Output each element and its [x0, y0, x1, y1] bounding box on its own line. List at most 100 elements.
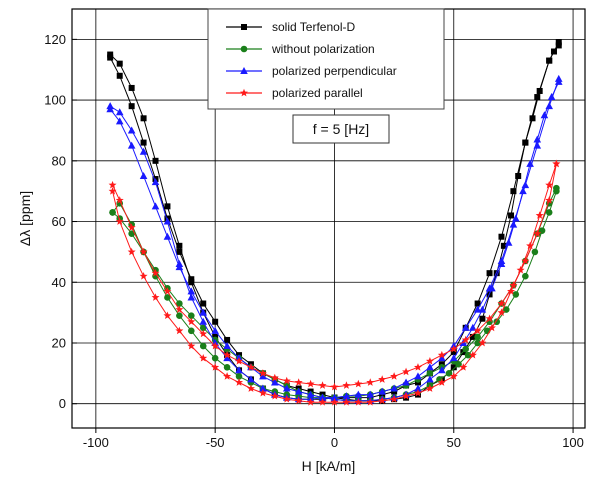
data-point [294, 378, 303, 386]
data-point [521, 181, 530, 189]
data-point [354, 379, 363, 388]
data-point [175, 263, 184, 271]
data-point [163, 217, 172, 225]
data-point [508, 212, 515, 219]
data-point [235, 373, 243, 380]
data-point [127, 126, 136, 134]
data-point [235, 378, 244, 386]
data-point [366, 378, 375, 386]
data-point [109, 209, 116, 216]
data-point [115, 117, 124, 125]
data-point [342, 397, 351, 406]
data-point [128, 230, 135, 237]
data-point [366, 397, 375, 406]
x-axis-title: H [kA/m] [302, 458, 356, 474]
data-point [486, 270, 493, 277]
data-point [246, 363, 255, 371]
data-point [547, 93, 556, 101]
data-point [140, 115, 147, 122]
tick-labels: 0 20 40 60 80 100 120 -100 -50 0 50 100 [44, 32, 584, 450]
data-point [540, 111, 549, 119]
y-tick-label: 0 [59, 396, 66, 411]
data-point [188, 276, 195, 283]
data-point [500, 242, 507, 249]
data-point [455, 360, 462, 368]
data-point [163, 232, 172, 240]
data-point [127, 247, 136, 256]
data-point [211, 363, 220, 371]
data-point [139, 271, 148, 280]
y-tick-label: 100 [44, 93, 66, 108]
data-point [378, 396, 387, 405]
x-tick-label: -100 [83, 435, 109, 450]
data-point [115, 108, 124, 116]
data-point [461, 335, 470, 344]
data-point [211, 354, 219, 362]
data-point [176, 242, 183, 249]
data-point [188, 279, 195, 286]
legend-label: without polarization [271, 42, 375, 56]
data-point [550, 48, 557, 55]
data-point [108, 186, 117, 195]
data-point [438, 366, 446, 374]
data-point [504, 238, 513, 246]
data-point [163, 287, 172, 295]
data-point [342, 381, 351, 389]
legend-item: polarized perpendicular [226, 64, 397, 78]
legend-marker [240, 45, 248, 53]
data-point [426, 363, 434, 371]
data-point [354, 397, 363, 406]
axis-ticks [72, 38, 574, 433]
data-point [187, 293, 196, 301]
data-point [533, 229, 542, 238]
data-point [462, 345, 469, 353]
data-point [139, 247, 148, 256]
data-point [509, 220, 518, 228]
data-point [139, 171, 148, 179]
data-point [199, 342, 207, 350]
data-point [498, 233, 505, 240]
data-point [522, 272, 529, 280]
x-tick-label: 50 [447, 435, 461, 450]
legend-marker [240, 88, 248, 97]
data-point [413, 388, 422, 397]
data-point [478, 338, 487, 347]
data-point [473, 326, 482, 335]
data-point [175, 305, 184, 313]
data-point [187, 287, 196, 295]
data-point [271, 378, 279, 386]
plot-series [106, 39, 563, 406]
legend-label: polarized parallel [272, 86, 363, 100]
data-point [479, 315, 486, 322]
data-point [402, 378, 410, 386]
data-point [521, 256, 530, 265]
data-point [115, 217, 124, 225]
legend-marker [241, 24, 247, 30]
data-point [151, 178, 160, 186]
data-point [402, 367, 411, 376]
data-point [487, 323, 496, 332]
data-point [258, 369, 267, 377]
data-point [461, 323, 470, 331]
data-point [390, 372, 399, 380]
data-point [259, 384, 267, 392]
data-point [519, 187, 527, 195]
data-point [469, 323, 477, 331]
data-point [176, 312, 183, 319]
data-point [390, 384, 398, 392]
x-tick-label: -50 [206, 435, 225, 450]
data-point [516, 265, 525, 274]
data-point [485, 314, 494, 323]
data-point [199, 308, 208, 316]
data-point [224, 336, 231, 343]
data-point [512, 291, 520, 298]
data-point [515, 172, 522, 179]
data-point [212, 318, 219, 325]
data-point [414, 372, 422, 380]
data-point [259, 372, 267, 380]
data-point [538, 227, 546, 234]
y-tick-label: 20 [52, 335, 66, 350]
data-point [188, 327, 195, 335]
data-point [378, 375, 387, 383]
